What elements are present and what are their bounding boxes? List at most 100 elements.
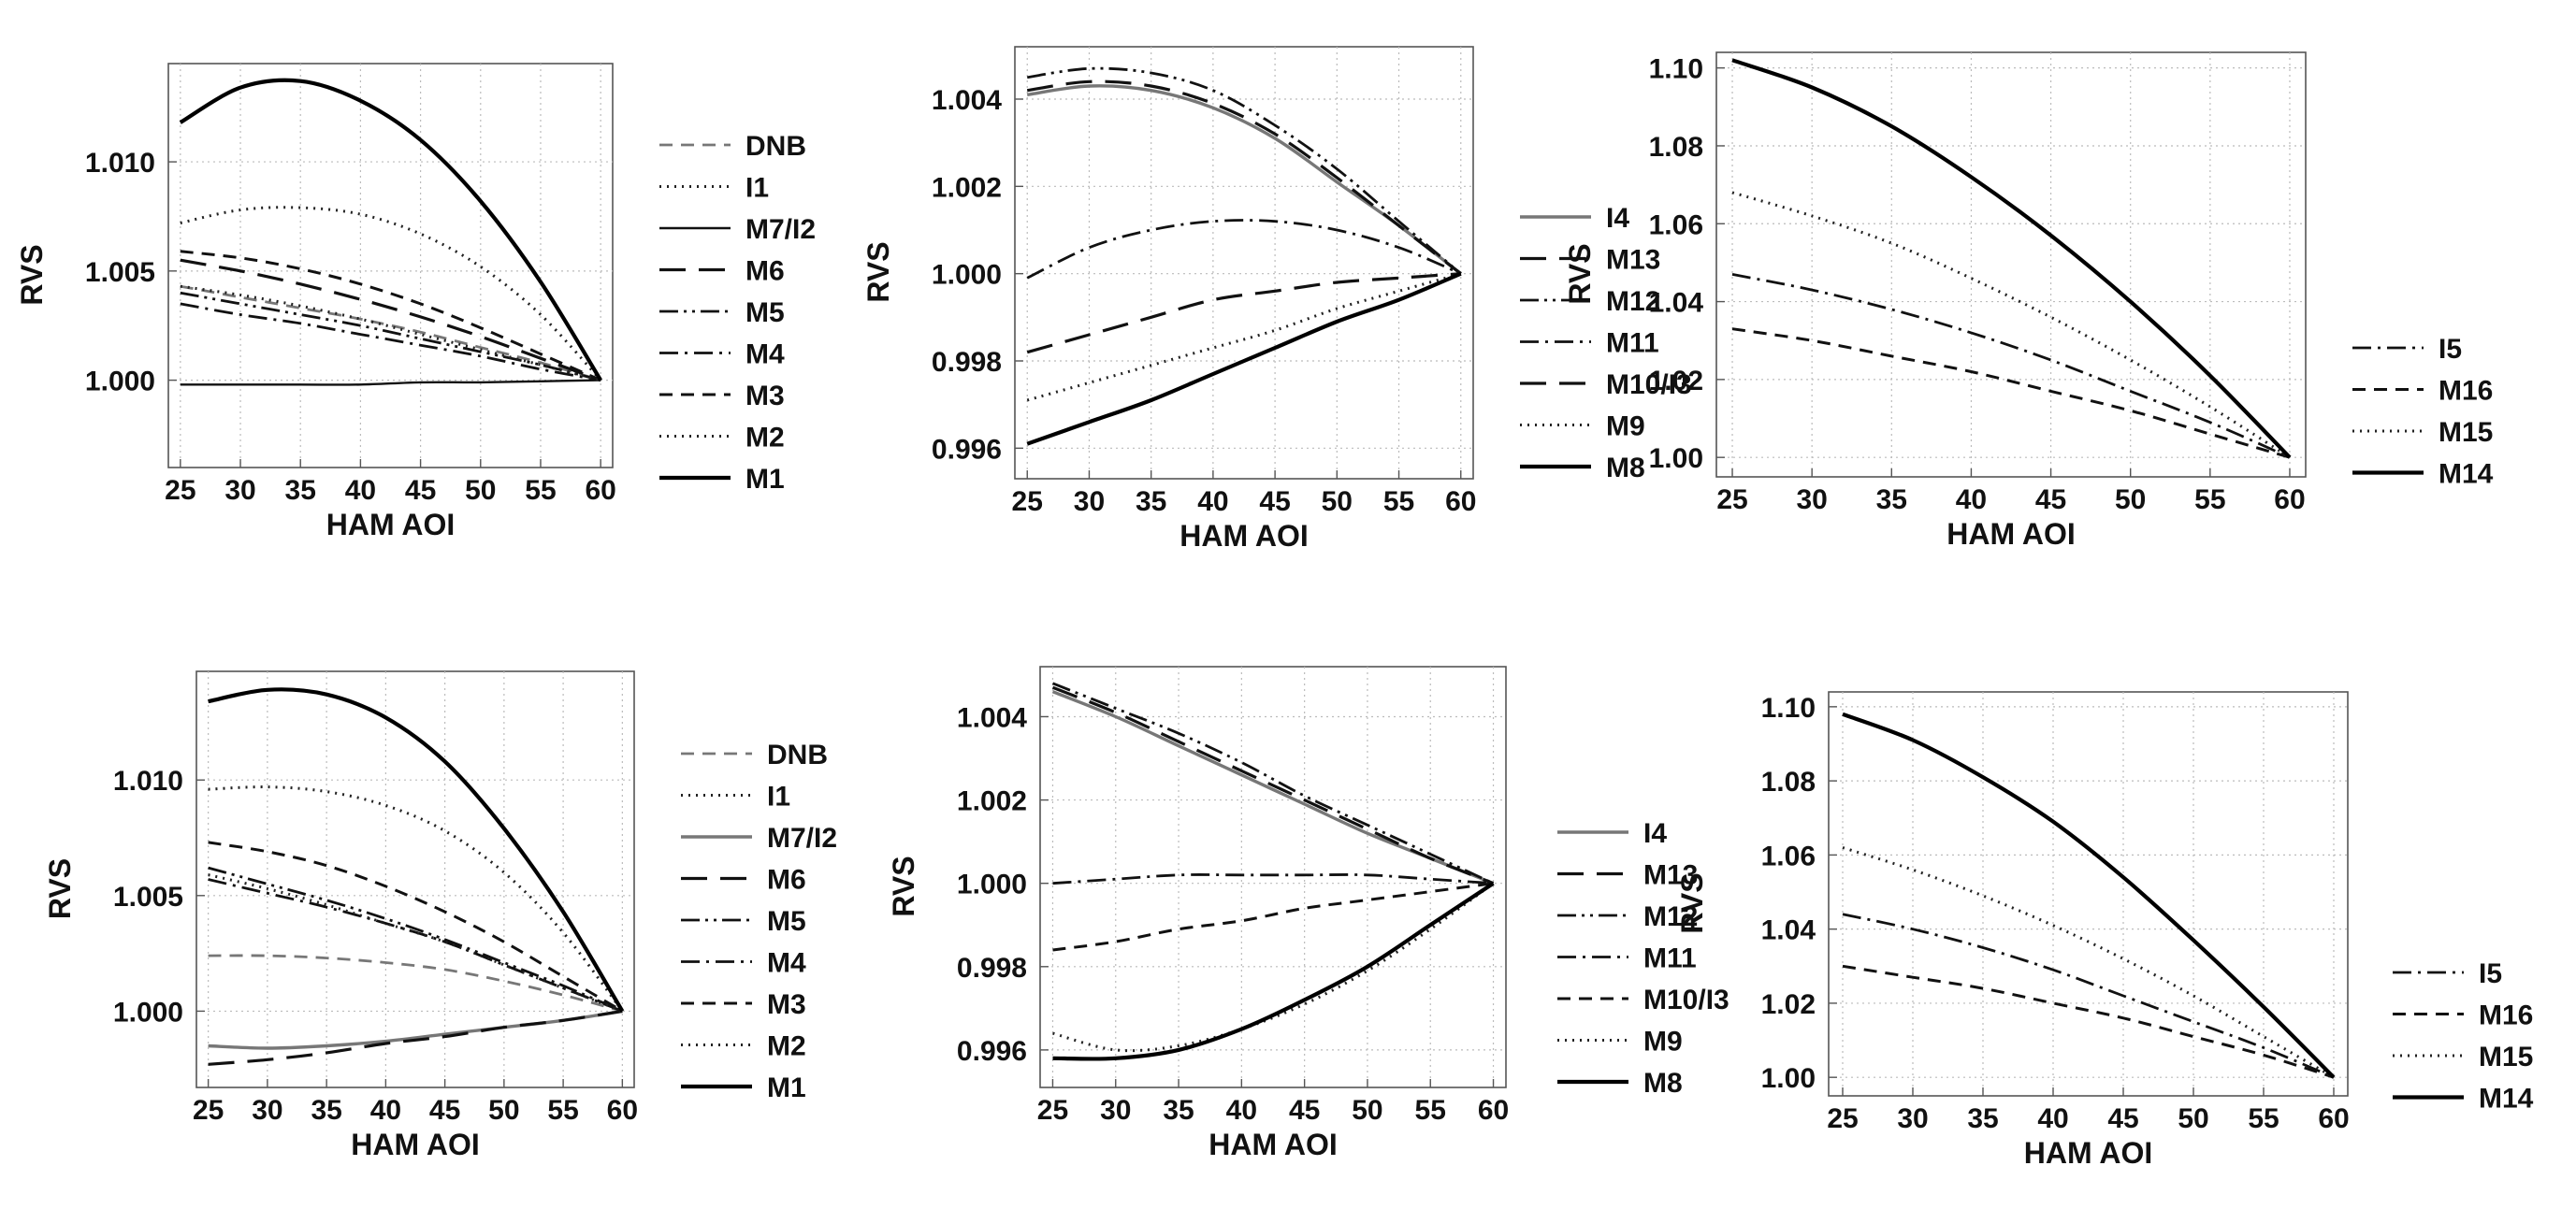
y-tick-label: 1.08 [1649, 132, 1703, 163]
series-line-m3 [180, 250, 601, 381]
series-line-m13 [1051, 685, 1495, 885]
legend-label: M12 [1643, 901, 1698, 932]
x-tick-label: 45 [1289, 1095, 1320, 1126]
x-tick-label: 60 [2274, 484, 2305, 515]
x-tick-label: 40 [1197, 486, 1228, 517]
y-tick-label: 1.04 [1761, 915, 1816, 946]
x-tick-label: 25 [1716, 484, 1747, 515]
x-tick-label: 35 [311, 1095, 341, 1126]
series-line-m10-i3 [1052, 882, 1494, 952]
y-tick-label: 1.00 [1761, 1063, 1816, 1094]
plot-frame [1014, 46, 1474, 480]
legend-label: I5 [2479, 958, 2502, 989]
x-tick-label: 35 [1876, 484, 1907, 515]
x-tick-label: 30 [1796, 484, 1827, 515]
series-line-m15 [1731, 191, 2291, 459]
x-tick-label: 35 [285, 475, 316, 506]
legend-label: M5 [767, 906, 806, 937]
legend-label: M8 [1606, 453, 1645, 483]
plot-frame [1039, 666, 1507, 1088]
series-line-i1 [180, 206, 602, 381]
legend-label: M2 [745, 423, 785, 453]
plot-frame [1828, 691, 2349, 1097]
series-line-m14 [1731, 58, 2292, 459]
y-tick-label: 1.004 [932, 85, 1002, 116]
legend-label: M4 [767, 948, 806, 979]
x-tick-label: 55 [525, 475, 556, 506]
x-tick-label: 35 [1136, 486, 1166, 517]
y-tick-label: 0.998 [957, 953, 1027, 984]
y-tick-label: 0.996 [957, 1036, 1027, 1067]
x-tick-label: 35 [1967, 1103, 1998, 1134]
series-line-m12 [1026, 66, 1462, 275]
x-tick-label: 50 [465, 475, 496, 506]
y-tick-label: 1.000 [932, 260, 1002, 291]
legend-label: M5 [745, 297, 785, 328]
series-line-m1 [208, 687, 625, 1013]
legend-label: I5 [2439, 334, 2462, 365]
legend-label: I1 [767, 782, 790, 813]
x-tick-label: 40 [370, 1095, 401, 1126]
legend-label: M6 [745, 256, 785, 287]
series-line-m7-i2 [180, 379, 601, 386]
x-tick-label: 55 [1383, 486, 1414, 517]
y-tick-label: 1.10 [1649, 54, 1703, 85]
legend-label: DNB [767, 740, 828, 770]
legend-label: M16 [2479, 1000, 2533, 1031]
x-tick-label: 50 [488, 1095, 519, 1126]
x-tick-label: 55 [547, 1095, 578, 1126]
series-line-m12 [1051, 682, 1495, 885]
x-tick-label: 45 [429, 1095, 460, 1126]
legend-label: M4 [745, 339, 785, 370]
legend-label: M10/I3 [1643, 985, 1729, 1015]
y-tick-label: 0.998 [932, 347, 1002, 378]
y-tick-label: 1.06 [1649, 209, 1703, 240]
y-tick-label: 1.02 [1761, 989, 1816, 1020]
x-tick-label: 60 [1478, 1095, 1509, 1126]
legend-label: M8 [1643, 1068, 1683, 1099]
y-axis-label: RVS [1675, 872, 1709, 933]
x-tick-label: 25 [165, 475, 195, 506]
legend-label: M10/I3 [1606, 369, 1692, 400]
series-line-m14 [1842, 712, 2336, 1079]
legend-label: DNB [745, 131, 806, 162]
series-line-i5 [1731, 273, 2291, 459]
legend-label: M3 [745, 381, 785, 411]
series-line-m1 [179, 78, 602, 381]
series-line-m11 [1026, 219, 1462, 280]
x-tick-label: 45 [2107, 1103, 2138, 1134]
x-tick-label: 45 [1259, 486, 1290, 517]
series-line-dnb [208, 954, 623, 1013]
legend-label: M14 [2439, 459, 2494, 490]
legend-label: M7/I2 [767, 823, 837, 854]
y-tick-label: 1.010 [113, 766, 183, 797]
x-tick-label: 30 [252, 1095, 282, 1126]
y-axis-label: RVS [1563, 243, 1597, 304]
panel-bottom-middle: 25 30 35 40 45 50 55 60 0.996 0.998 1.000 1.002 1.00… [887, 666, 1729, 1161]
x-tick-label: 50 [1352, 1095, 1382, 1126]
x-tick-label: 60 [607, 1095, 638, 1126]
legend-label: M9 [1643, 1027, 1683, 1058]
panel-top-middle: 25 30 35 40 45 50 55 60 0.996 0.998 1.000 1.002 1.00… [861, 46, 1692, 553]
panel-top-left: 25 30 35 40 45 50 55 60 1.000 1.005 1.010 HAM AOI RV… [15, 63, 816, 541]
y-tick-label: 1.00 [1649, 443, 1703, 474]
y-tick-label: 1.005 [85, 257, 155, 288]
x-tick-label: 55 [2194, 484, 2225, 515]
legend-label: I1 [745, 173, 769, 204]
legend-label: M2 [767, 1031, 806, 1062]
series-line-m2 [208, 873, 623, 1013]
x-tick-label: 50 [2115, 484, 2146, 515]
panel-bottom-right: 25 30 35 40 45 50 55 60 1.00 1.02 1.04 1.06 1.08 1.10… [1675, 691, 2534, 1170]
x-tick-label: 60 [2318, 1103, 2349, 1134]
series-line-m15 [1842, 846, 2335, 1079]
y-axis-label: RVS [15, 244, 49, 305]
legend-label: M16 [2439, 376, 2493, 407]
y-tick-label: 1.000 [113, 997, 183, 1028]
x-tick-label: 50 [2178, 1103, 2208, 1134]
series-line-m8 [1026, 271, 1462, 446]
x-tick-label: 45 [2035, 484, 2066, 515]
series-line-m5 [180, 291, 601, 381]
legend-label: M15 [2439, 417, 2493, 448]
legend-label: M11 [1643, 943, 1697, 974]
